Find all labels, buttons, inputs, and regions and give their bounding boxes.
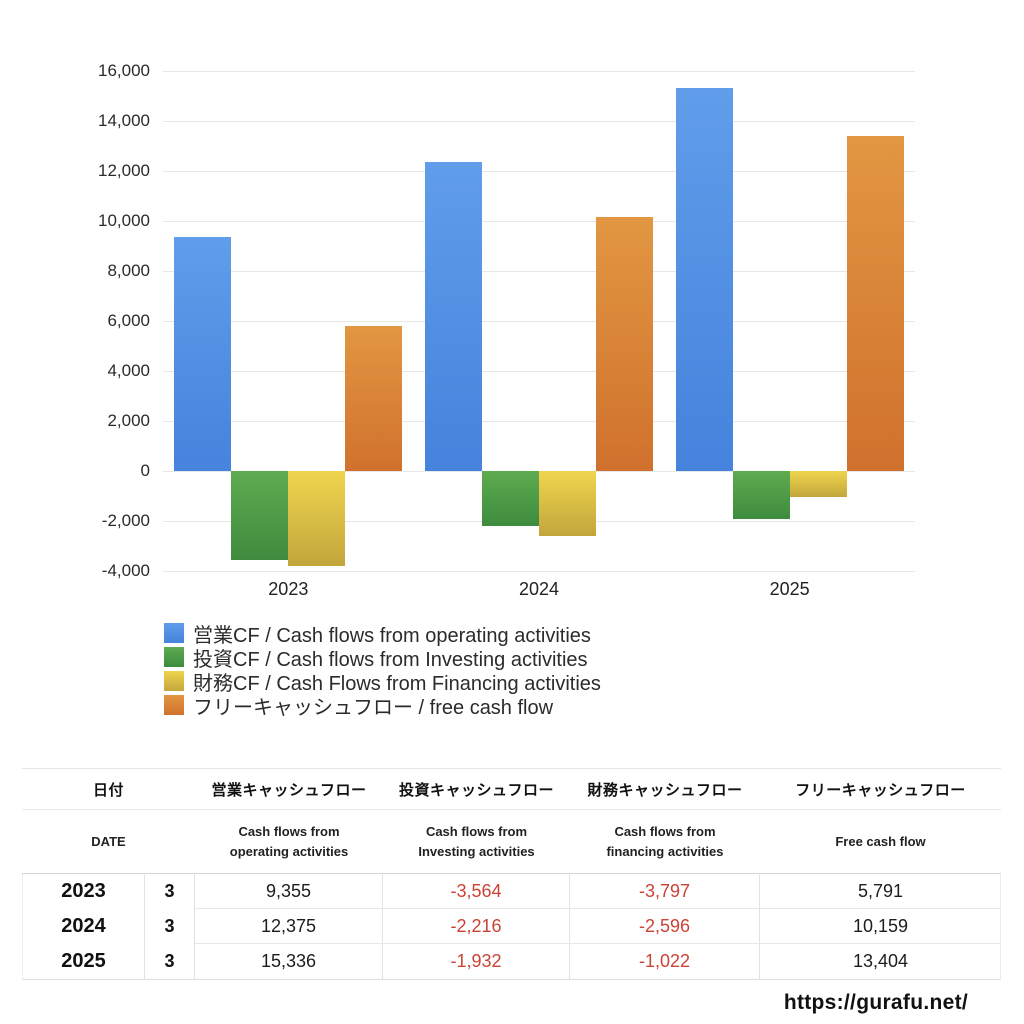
y-gridline: [163, 320, 915, 322]
y-gridline: [163, 70, 915, 72]
y-gridline: [163, 120, 915, 122]
x-axis-category-label: 2025: [769, 579, 810, 599]
legend-swatch-icon: [164, 671, 184, 691]
cell-year: 2025: [23, 944, 145, 979]
x-axis-category-label: 2024: [518, 579, 560, 599]
table-header-jp-col2: 営業キャッシュフロー: [211, 781, 367, 799]
y-gridline: [163, 270, 915, 272]
cell-year: 2023: [23, 874, 145, 909]
legend-item-2: 投資CF / Cash flows from Investing activit…: [164, 645, 601, 671]
table-header-en-col1: DATE: [91, 833, 126, 849]
cell-value-col3: -3,797: [570, 874, 760, 909]
cashflow-bar-chart: 16,000 14,000 12,000 10,000 8,000 6,000 4,000 2…: [98, 61, 915, 599]
cell-value-col2: -2,216: [383, 909, 570, 944]
cashflow-table: 日付 営業キャッシュフロー 投資キャッシュフロー 財務キャッシュフロー フリーキャッシュ…: [22, 768, 1001, 980]
cell-value-col4: 10,159: [760, 909, 1001, 944]
y-axis-tick-label: 12,000: [98, 161, 150, 180]
cell-month: 3: [145, 874, 195, 909]
bar-2024-series4: [596, 217, 653, 471]
legend-label: 営業CF / Cash flows from operating activit…: [193, 624, 591, 647]
site-url-watermark: https://gurafu.net/: [783, 991, 968, 1014]
table-header-jp-col5: フリーキャッシュフロー: [795, 781, 966, 799]
y-axis-tick-label: 2,000: [107, 411, 150, 430]
bar-2023-series3: [288, 471, 346, 566]
bar-2023-series4: [345, 326, 403, 471]
y-axis-tick-label: -2,000: [101, 511, 150, 530]
cell-value-col3: -1,022: [570, 944, 760, 979]
table-header-en-col3: Cash flows from Investing activities: [418, 824, 535, 859]
table-row-2024: 2024 3 12,375 -2,216 -2,596 10,159: [23, 909, 1001, 944]
y-axis-tick-label: -4,000: [101, 561, 150, 580]
y-axis-tick-label: 6,000: [107, 311, 150, 330]
table-header-japanese: 日付 営業キャッシュフロー 投資キャッシュフロー 財務キャッシュフロー フリーキャッシュ…: [22, 769, 1001, 810]
cell-month: 3: [145, 944, 195, 979]
cell-value-col4: 13,404: [852, 951, 909, 971]
bar-2024-series2: [482, 471, 539, 527]
cell-year: 2024: [23, 909, 145, 944]
x-axis-category-label: 2023: [268, 579, 309, 599]
bar-2025-series3: [789, 471, 847, 497]
y-gridline: [163, 220, 915, 222]
y-axis-tick-label: 0: [140, 461, 150, 480]
table-body: 2023 3 9,355 -3,564 -3,797 5,791 2024 3 12,375 -2…: [22, 874, 1001, 980]
y-gridline: [163, 370, 915, 372]
legend-item-1: 営業CF / Cash flows from operating activit…: [164, 621, 601, 647]
cell-value-col4: 5,791: [760, 874, 1001, 909]
bar-2025-series1: [675, 87, 733, 471]
y-axis-tick-label: 16,000: [98, 61, 150, 80]
bar-2024-series3: [539, 471, 596, 536]
table-header-jp-col3: 投資キャッシュフロー: [398, 781, 554, 799]
table-header-jp-col4: 財務キャッシュフロー: [587, 781, 743, 799]
legend-swatch-icon: [164, 647, 184, 667]
cell-value-col1: 15,336: [195, 944, 383, 979]
cell-value-col2: -1,932: [383, 944, 570, 979]
cell-value-col2: -3,564: [383, 874, 570, 909]
table-row-2023: 2023 3 9,355 -3,564 -3,797 5,791: [23, 874, 1001, 909]
bar-2024-series1: [425, 161, 482, 471]
legend-swatch-icon: [164, 623, 184, 643]
y-gridline: [163, 170, 915, 172]
bar-2023-series1: [174, 237, 232, 471]
y-axis-tick-label: 10,000: [98, 211, 150, 230]
table-header-en-col4: Cash flows from financing activities: [606, 824, 724, 859]
legend-item-4: フリーキャッシュフロー / free cash flow: [164, 693, 601, 719]
table-header-en-col2: Cash flows from operating activities: [229, 824, 349, 859]
y-axis-tick-label: 8,000: [107, 261, 150, 280]
cell-month: 3: [145, 909, 195, 944]
chart-legend: 営業CF / Cash flows from operating activit…: [164, 621, 601, 719]
y-axis-tick-label: 4,000: [107, 361, 150, 380]
cell-value-col3: -2,596: [570, 909, 760, 944]
legend-item-3: 財務CF / Cash Flows from Financing activit…: [164, 669, 601, 695]
table-header-english: DATE Cash flows from operating activities…: [22, 810, 1001, 874]
y-gridline: [163, 420, 915, 422]
y-gridline: [163, 570, 915, 572]
cell-value-col1: 12,375: [195, 909, 383, 944]
bar-2023-series2: [231, 471, 289, 561]
table-row-2025: 2025 3 15,336 -1,932 -1,022 13,404: [23, 944, 1000, 979]
table-header-jp-col1: 日付: [92, 781, 124, 799]
legend-label: フリーキャッシュフロー / free cash flow: [193, 696, 554, 719]
cell-value-col1: 9,355: [195, 874, 383, 909]
legend-swatch-icon: [164, 695, 184, 715]
legend-label: 財務CF / Cash Flows from Financing activit…: [193, 672, 601, 695]
legend-label: 投資CF / Cash flows from Investing activit…: [193, 648, 588, 671]
bar-2025-series4: [846, 135, 904, 471]
bar-2025-series2: [732, 471, 790, 520]
table-header-en-col5: Free cash flow: [835, 833, 926, 849]
y-axis-tick-label: 14,000: [98, 111, 150, 130]
